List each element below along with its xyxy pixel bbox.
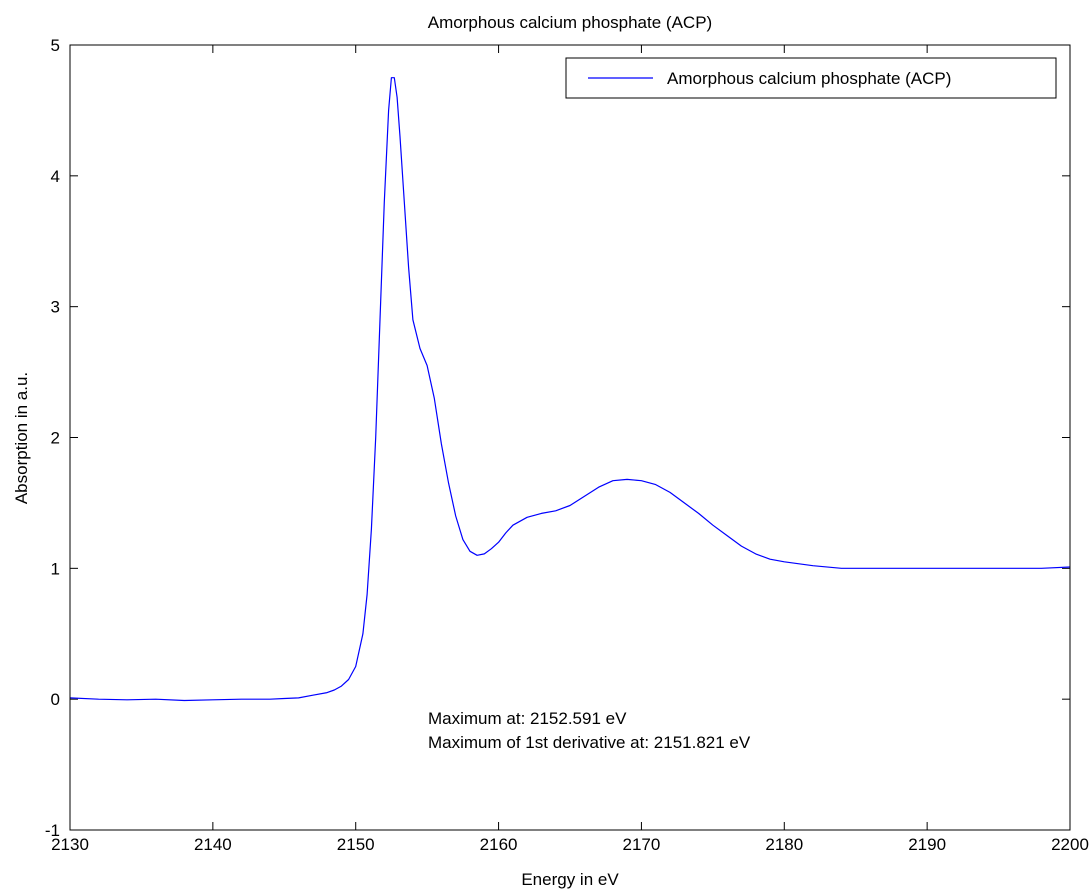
plot-frame: [69, 44, 1071, 831]
x-tick-label-6: 2190: [908, 835, 946, 854]
y-tick-label-5: 4: [51, 167, 60, 186]
legend: Amorphous calcium phosphate (ACP): [565, 57, 1057, 99]
x-tick-label-3: 2160: [480, 835, 518, 854]
y-tick-label-2: 1: [51, 559, 60, 578]
y-tick-label-0: -1: [45, 821, 60, 840]
y-tick-label-4: 3: [51, 298, 60, 317]
annotation-derivative: Maximum of 1st derivative at: 2151.821 e…: [428, 733, 751, 752]
x-axis-label: Energy in eV: [521, 870, 619, 889]
series-layer: [69, 77, 1071, 702]
x-tick-label-5: 2180: [765, 835, 803, 854]
x-tick-label-1: 2140: [194, 835, 232, 854]
x-tick-label-0: 2130: [51, 835, 89, 854]
x-tick-label-7: 2200: [1051, 835, 1089, 854]
chart-title: Amorphous calcium phosphate (ACP): [428, 13, 712, 32]
y-tick-label-1: 0: [51, 690, 60, 709]
y-axis-label: Absorption in a.u.: [12, 372, 31, 504]
y-tick-label-6: 5: [51, 36, 60, 55]
annotation-maximum: Maximum at: 2152.591 eV: [428, 709, 627, 728]
series-line-0: [69, 77, 1071, 702]
legend-label: Amorphous calcium phosphate (ACP): [667, 69, 951, 88]
annotations: Maximum at: 2152.591 eV Maximum of 1st d…: [428, 709, 751, 752]
y-tick-label-3: 2: [51, 429, 60, 448]
tick-labels: 2130 2140 2150 2160 2170 2180 2190 2200 -1 0 1 2 3 4 5: [45, 36, 1089, 854]
x-tick-label-4: 2170: [623, 835, 661, 854]
x-tick-label-2: 2150: [337, 835, 375, 854]
